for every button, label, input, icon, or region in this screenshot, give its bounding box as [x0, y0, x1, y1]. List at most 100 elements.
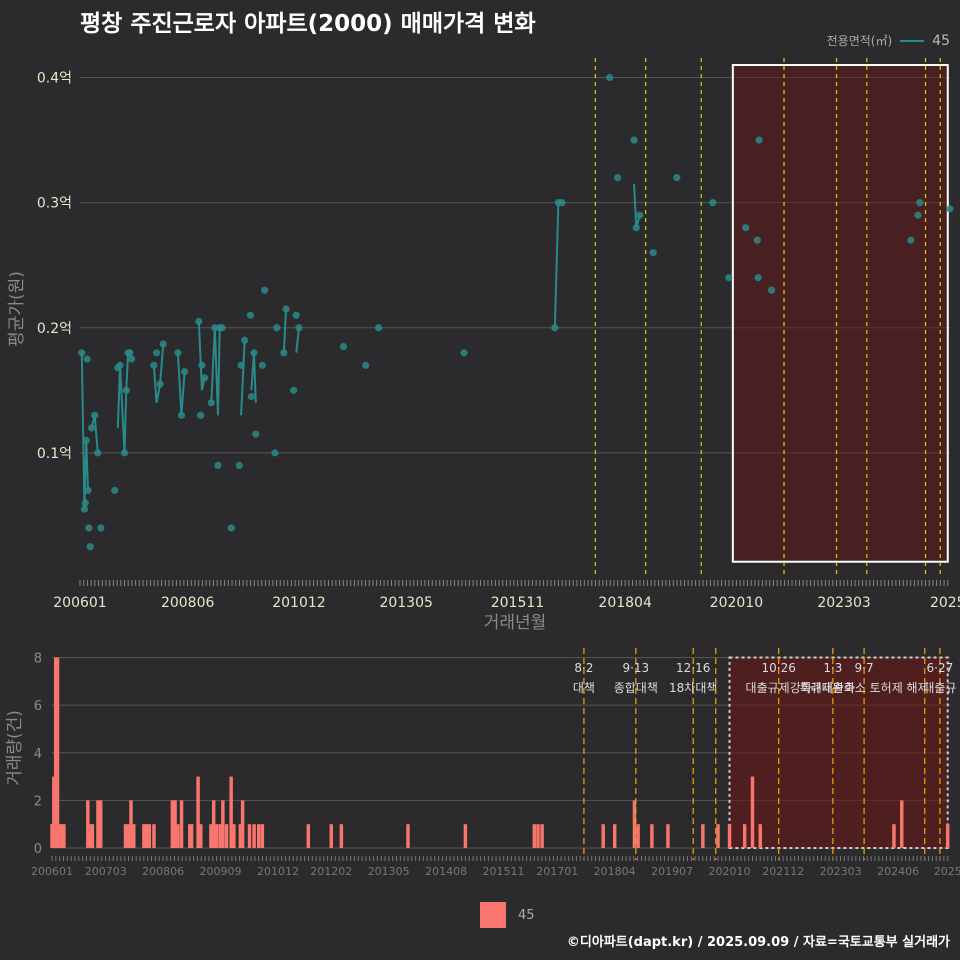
data-point	[128, 355, 136, 363]
data-point	[237, 361, 245, 369]
y-tick-label: 0.2억	[37, 321, 72, 337]
data-point	[605, 73, 614, 82]
data-point	[111, 486, 119, 495]
series-line	[80, 352, 90, 510]
vol-y-tick-label: 6	[34, 699, 42, 714]
chart-title: 평창 주진근로자 아파트(2000) 매매가격 변화	[80, 11, 536, 37]
volume-bar	[232, 824, 236, 848]
vol-x-tick-label: 201701	[536, 865, 578, 878]
vol-x-tick-label: 201804	[594, 865, 636, 878]
volume-bar	[406, 824, 410, 848]
highlight-box	[731, 64, 949, 563]
data-point	[742, 224, 750, 232]
data-point	[180, 367, 189, 376]
x-tick-label: 201012	[272, 595, 325, 611]
event-date-label: 8·2	[574, 661, 593, 675]
x-tick-label: 200806	[161, 595, 215, 611]
volume-bar	[170, 800, 175, 848]
legend-title: 전용면적(㎡)	[826, 34, 893, 48]
legend-bottom: 45	[480, 902, 535, 928]
data-point	[271, 449, 279, 457]
volume-bar	[144, 824, 149, 848]
data-point	[273, 324, 281, 332]
legend-bar-label: 45	[518, 907, 535, 923]
volume-bar	[892, 824, 896, 848]
volume-bar	[55, 657, 60, 848]
volume-bar	[214, 824, 219, 848]
legend-bar-swatch	[480, 902, 506, 928]
volume-bar	[540, 824, 544, 848]
data-point	[120, 449, 129, 457]
volume-bar	[256, 824, 261, 848]
event-date-label: 10·26	[761, 661, 795, 675]
legend-top: 전용면적(㎡) 45	[827, 32, 950, 49]
data-point	[362, 361, 370, 369]
series-line	[152, 343, 165, 404]
volume-bar	[176, 824, 180, 848]
volume-bar	[601, 824, 605, 848]
volume-bar	[701, 824, 705, 848]
y-tick-label: 0.1억	[37, 446, 72, 462]
data-point	[290, 386, 298, 394]
volume-bar	[666, 824, 670, 848]
data-point	[201, 374, 209, 382]
vol-x-tick-label: 201202	[310, 865, 352, 878]
volume-bar	[247, 824, 252, 848]
data-point	[280, 349, 288, 357]
data-point	[725, 274, 733, 282]
x-tick-label: 201804	[598, 595, 652, 611]
volume-bar	[612, 824, 617, 848]
volume-bar	[716, 824, 720, 848]
data-point	[551, 324, 559, 332]
vol-y-axis-title: 거래량(건)	[5, 710, 25, 786]
volume-bar	[188, 824, 192, 848]
vol-x-tick-label: 200703	[85, 865, 127, 878]
data-point	[649, 249, 657, 257]
event-date-label: 6·27	[927, 661, 954, 675]
vol-highlight-box	[728, 656, 949, 849]
volume-bar	[240, 800, 245, 848]
data-point	[235, 461, 243, 469]
volume-bar	[650, 824, 654, 848]
y-tick-label: 0.3억	[37, 196, 72, 212]
event-date-label: 9·13	[622, 661, 649, 675]
volume-bar	[53, 657, 58, 848]
event-policy-label: 종합대책	[614, 680, 658, 695]
volume-bar	[98, 800, 103, 848]
vol-x-tick-label: 201511	[483, 865, 525, 878]
volume-bar	[252, 824, 256, 848]
data-point	[636, 211, 644, 219]
x-axis-title: 거래년월	[484, 613, 547, 633]
data-point	[755, 136, 763, 144]
volume-bar	[632, 800, 637, 848]
event-policy-label: 규제완화	[811, 681, 855, 695]
data-point	[198, 361, 206, 369]
data-point	[122, 386, 130, 394]
x-tick-label: 202303	[817, 595, 870, 611]
vol-x-tick-label: 200601	[31, 865, 73, 878]
data-point	[460, 349, 468, 357]
data-point	[207, 399, 215, 407]
x-tick-label: 202010	[710, 595, 763, 611]
series-line	[240, 340, 246, 416]
data-point	[295, 324, 303, 332]
data-point	[87, 424, 96, 432]
data-point	[673, 174, 681, 182]
data-point	[116, 361, 124, 369]
vol-x-tick-label: 2025	[934, 865, 960, 878]
volume-bar	[229, 776, 233, 848]
y-tick-label: 0.4억	[37, 71, 72, 87]
volume-bar	[90, 824, 95, 848]
data-point	[282, 305, 290, 313]
volume-bar	[96, 800, 100, 848]
data-point	[946, 205, 954, 213]
volume-bar	[238, 824, 243, 848]
vol-x-tick-label: 200909	[200, 865, 242, 878]
series-line	[282, 308, 288, 353]
data-point	[126, 349, 134, 357]
vol-x-tick-label: 201012	[257, 865, 299, 878]
data-point	[250, 349, 258, 357]
data-point	[261, 286, 269, 294]
data-point	[252, 430, 260, 438]
